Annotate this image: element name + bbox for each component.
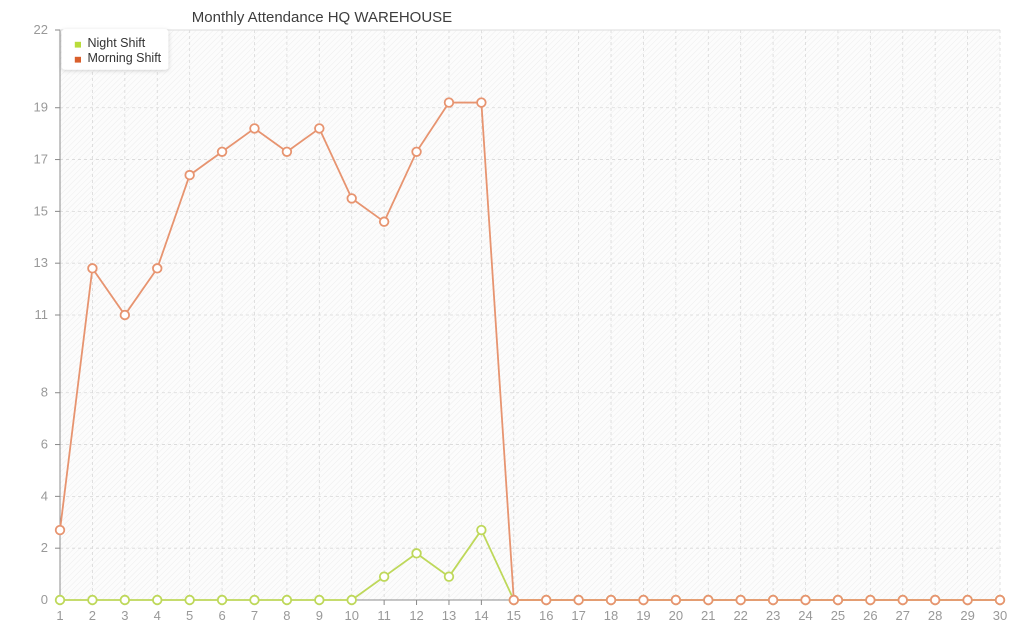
- svg-text:10: 10: [344, 608, 358, 623]
- svg-text:4: 4: [41, 488, 48, 503]
- svg-text:23: 23: [766, 608, 780, 623]
- svg-text:19: 19: [636, 608, 650, 623]
- svg-text:12: 12: [409, 608, 423, 623]
- svg-text:17: 17: [571, 608, 585, 623]
- svg-text:13: 13: [34, 255, 48, 270]
- svg-text:Morning Shift: Morning Shift: [88, 51, 162, 65]
- svg-text:14: 14: [474, 608, 488, 623]
- svg-text:3: 3: [121, 608, 128, 623]
- svg-text:11: 11: [377, 608, 391, 623]
- svg-text:16: 16: [539, 608, 553, 623]
- svg-text:13: 13: [442, 608, 456, 623]
- svg-text:19: 19: [34, 100, 48, 115]
- svg-text:9: 9: [316, 608, 323, 623]
- svg-text:1: 1: [56, 608, 63, 623]
- svg-text:5: 5: [186, 608, 193, 623]
- svg-text:30: 30: [993, 608, 1007, 623]
- svg-text:21: 21: [701, 608, 715, 623]
- svg-text:Monthly Attendance HQ WAREHOUS: Monthly Attendance HQ WAREHOUSE: [192, 9, 452, 26]
- svg-text:24: 24: [798, 608, 812, 623]
- svg-text:4: 4: [154, 608, 161, 623]
- svg-text:8: 8: [283, 608, 290, 623]
- svg-text:22: 22: [34, 22, 48, 37]
- svg-text:7: 7: [251, 608, 258, 623]
- svg-text:17: 17: [34, 152, 48, 167]
- svg-text:22: 22: [733, 608, 747, 623]
- svg-text:28: 28: [928, 608, 942, 623]
- svg-text:2: 2: [89, 608, 96, 623]
- svg-text:15: 15: [507, 608, 521, 623]
- svg-text:6: 6: [41, 437, 48, 452]
- svg-text:25: 25: [831, 608, 845, 623]
- svg-text:11: 11: [35, 307, 49, 322]
- svg-text:8: 8: [41, 385, 48, 400]
- svg-text:18: 18: [604, 608, 618, 623]
- svg-text:6: 6: [218, 608, 225, 623]
- svg-text:20: 20: [669, 608, 683, 623]
- svg-text:26: 26: [863, 608, 877, 623]
- svg-text:Night Shift: Night Shift: [88, 36, 146, 50]
- svg-text:15: 15: [34, 203, 48, 218]
- svg-text:27: 27: [896, 608, 910, 623]
- svg-text:2: 2: [41, 540, 48, 555]
- svg-text:0: 0: [41, 592, 48, 607]
- svg-text:29: 29: [960, 608, 974, 623]
